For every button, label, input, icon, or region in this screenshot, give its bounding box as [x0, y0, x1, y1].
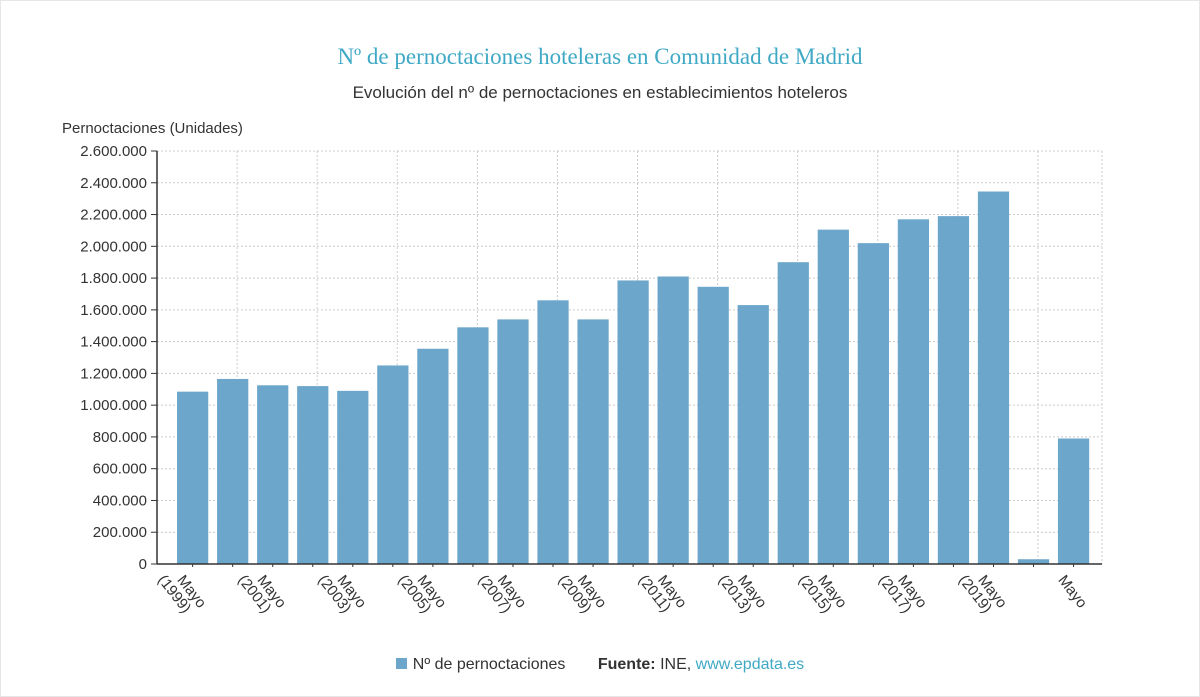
- bar: [457, 327, 489, 564]
- x-tick-label: Mayo(1999): [154, 563, 209, 621]
- bar: [617, 280, 649, 564]
- chart-title: Nº de pernoctaciones hoteleras en Comuni…: [337, 44, 863, 69]
- x-tick-label: Mayo(2015): [795, 563, 850, 621]
- bar: [817, 229, 849, 564]
- x-tick-label: Mayo(2001): [234, 563, 289, 621]
- legend: Nº de pernoctaciones Fuente: INE, www.ep…: [0, 656, 1200, 674]
- bar: [337, 390, 369, 564]
- bar: [177, 391, 209, 564]
- chart-subtitle: Evolución del nº de pernoctaciones en es…: [352, 83, 848, 102]
- bar: [417, 348, 449, 564]
- y-tick-label: 0: [139, 556, 147, 573]
- y-tick-label: 1.200.000: [80, 365, 147, 382]
- legend-swatch: [395, 658, 407, 669]
- y-tick-label: 1.000.000: [80, 397, 147, 414]
- bar: [657, 276, 689, 564]
- bar: [737, 305, 769, 564]
- y-tick-label: 600.000: [93, 461, 147, 478]
- y-tick-label: 400.000: [93, 492, 147, 509]
- source-text: INE,: [660, 656, 692, 673]
- y-tick-label: 200.000: [93, 524, 147, 541]
- y-tick-label: 2.000.000: [80, 238, 147, 255]
- y-tick-label: 2.600.000: [80, 143, 147, 160]
- bar: [897, 219, 930, 565]
- x-tick-label: Mayo: [1054, 572, 1090, 611]
- bar: [297, 386, 329, 564]
- bar: [577, 319, 609, 564]
- x-tick-label: Mayo(2007): [475, 563, 530, 621]
- bar: [1057, 438, 1090, 564]
- y-axis-label: Pernoctaciones (Unidades): [62, 120, 243, 137]
- y-tick-label: 2.400.000: [80, 175, 147, 192]
- bar: [217, 378, 249, 564]
- x-tick-label: Mayo(2011): [635, 563, 690, 621]
- y-tick-label: 1.800.000: [80, 270, 147, 287]
- bar: [377, 365, 409, 564]
- source-link[interactable]: www.epdata.es: [695, 656, 805, 673]
- bar: [977, 191, 1010, 564]
- x-tick-label: Mayo(2013): [715, 563, 770, 621]
- bar: [857, 243, 889, 564]
- legend-series-label: Nº de pernoctaciones: [412, 656, 566, 673]
- bar: [497, 319, 529, 564]
- source-label: Fuente:: [597, 656, 656, 673]
- bar: [937, 216, 970, 564]
- bar: [777, 262, 809, 564]
- x-tick-label: Mayo(2009): [555, 563, 610, 621]
- bar: [537, 300, 569, 564]
- x-tick-label: Mayo(2005): [395, 563, 450, 621]
- x-tick-label: Mayo(2017): [875, 563, 930, 621]
- y-tick-label: 1.600.000: [80, 302, 147, 319]
- bar: [257, 385, 289, 564]
- bar: [697, 286, 729, 564]
- x-tick-label: Mayo(2003): [314, 563, 369, 621]
- x-tick-label: Mayo(2019): [955, 563, 1010, 621]
- bar: [1017, 559, 1050, 564]
- y-tick-label: 2.200.000: [80, 207, 147, 224]
- y-tick-label: 800.000: [93, 429, 147, 446]
- y-tick-label: 1.400.000: [80, 334, 147, 351]
